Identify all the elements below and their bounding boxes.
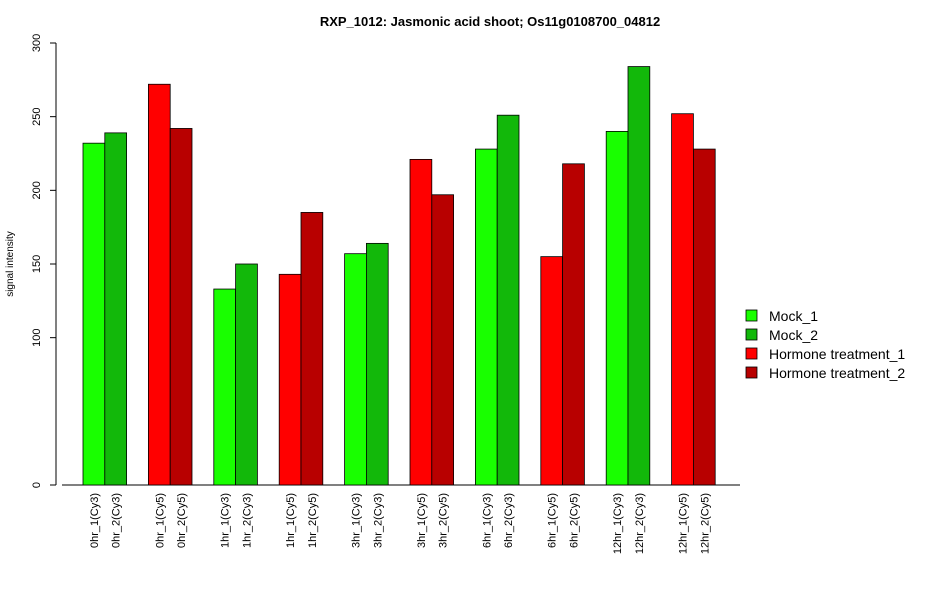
x-tick-label: 3hr_2(Cy5) bbox=[438, 493, 450, 548]
bar bbox=[540, 256, 563, 486]
legend-label: Hormone treatment_1 bbox=[769, 346, 905, 362]
x-tick-label: 0hr_2(Cy5) bbox=[176, 493, 188, 548]
y-tick-label: 100 bbox=[31, 328, 43, 346]
bar bbox=[627, 66, 651, 486]
chart-title: RXP_1012: Jasmonic acid shoot; Os11g0108… bbox=[320, 14, 660, 29]
x-tick-label: 6hr_2(Cy3) bbox=[503, 493, 515, 548]
y-axis: 0 100 150 200 250 300 bbox=[31, 34, 57, 488]
bar bbox=[409, 158, 433, 486]
bar bbox=[213, 288, 237, 486]
legend-label: Hormone treatment_2 bbox=[769, 365, 905, 381]
bar bbox=[693, 148, 716, 486]
bar bbox=[344, 253, 367, 486]
x-tick-label: 1hr_2(Cy3) bbox=[242, 493, 254, 548]
bar bbox=[169, 128, 193, 486]
x-tick-label: 0hr_1(Cy5) bbox=[154, 493, 166, 548]
x-tick-label: 6hr_2(Cy5) bbox=[569, 493, 581, 548]
x-tick-label: 12hr_1(Cy5) bbox=[678, 493, 690, 554]
y-axis-label: signal intensity bbox=[5, 231, 16, 297]
x-tick-label: 6hr_1(Cy3) bbox=[481, 493, 493, 548]
y-tick-label: 200 bbox=[31, 181, 43, 199]
bar bbox=[496, 114, 520, 486]
legend-swatch bbox=[745, 309, 758, 322]
legend-label: Mock_2 bbox=[769, 327, 818, 343]
legend-swatch bbox=[745, 347, 758, 360]
bar bbox=[278, 273, 302, 486]
x-tick-label: 1hr_1(Cy5) bbox=[285, 493, 297, 548]
bar bbox=[605, 130, 629, 486]
x-tick-label: 3hr_1(Cy3) bbox=[351, 493, 363, 548]
x-tick-label: 3hr_2(Cy3) bbox=[372, 493, 384, 548]
bar bbox=[431, 194, 454, 486]
x-tick-label: 1hr_1(Cy3) bbox=[220, 493, 232, 548]
bar bbox=[474, 148, 498, 486]
bar bbox=[365, 242, 389, 486]
x-tick-label: 1hr_2(Cy5) bbox=[307, 493, 319, 548]
bar bbox=[562, 163, 585, 486]
x-tick-label: 3hr_1(Cy5) bbox=[416, 493, 428, 548]
bar bbox=[82, 142, 106, 486]
y-tick-label: 0 bbox=[31, 482, 43, 488]
x-tick-labels: 0hr_1(Cy3) 0hr_2(Cy3) 0hr_1(Cy5) 0hr_2(Cy5)… bbox=[89, 493, 711, 554]
y-tick-label: 250 bbox=[31, 107, 43, 125]
bar bbox=[147, 83, 171, 486]
x-tick-label: 12hr_2(Cy3) bbox=[634, 493, 646, 554]
y-tick-label: 150 bbox=[31, 255, 43, 273]
bar bbox=[235, 263, 258, 486]
y-tick-label: 300 bbox=[31, 34, 43, 52]
x-tick-label: 6hr_1(Cy5) bbox=[547, 493, 559, 548]
bar bbox=[671, 113, 694, 486]
legend-swatch bbox=[745, 366, 758, 379]
x-tick-label: 0hr_1(Cy3) bbox=[89, 493, 101, 548]
x-tick-label: 0hr_2(Cy3) bbox=[111, 493, 123, 548]
legend-swatch bbox=[745, 328, 758, 341]
legend-label: Mock_1 bbox=[769, 308, 818, 324]
x-tick-label: 12hr_1(Cy3) bbox=[612, 493, 624, 554]
bars-group bbox=[82, 66, 716, 486]
bar bbox=[104, 132, 128, 486]
bar bbox=[300, 212, 324, 486]
x-tick-label: 12hr_2(Cy5) bbox=[699, 493, 711, 554]
legend: Mock_1 Mock_2 Hormone treatment_1 Hormone t… bbox=[745, 308, 905, 381]
